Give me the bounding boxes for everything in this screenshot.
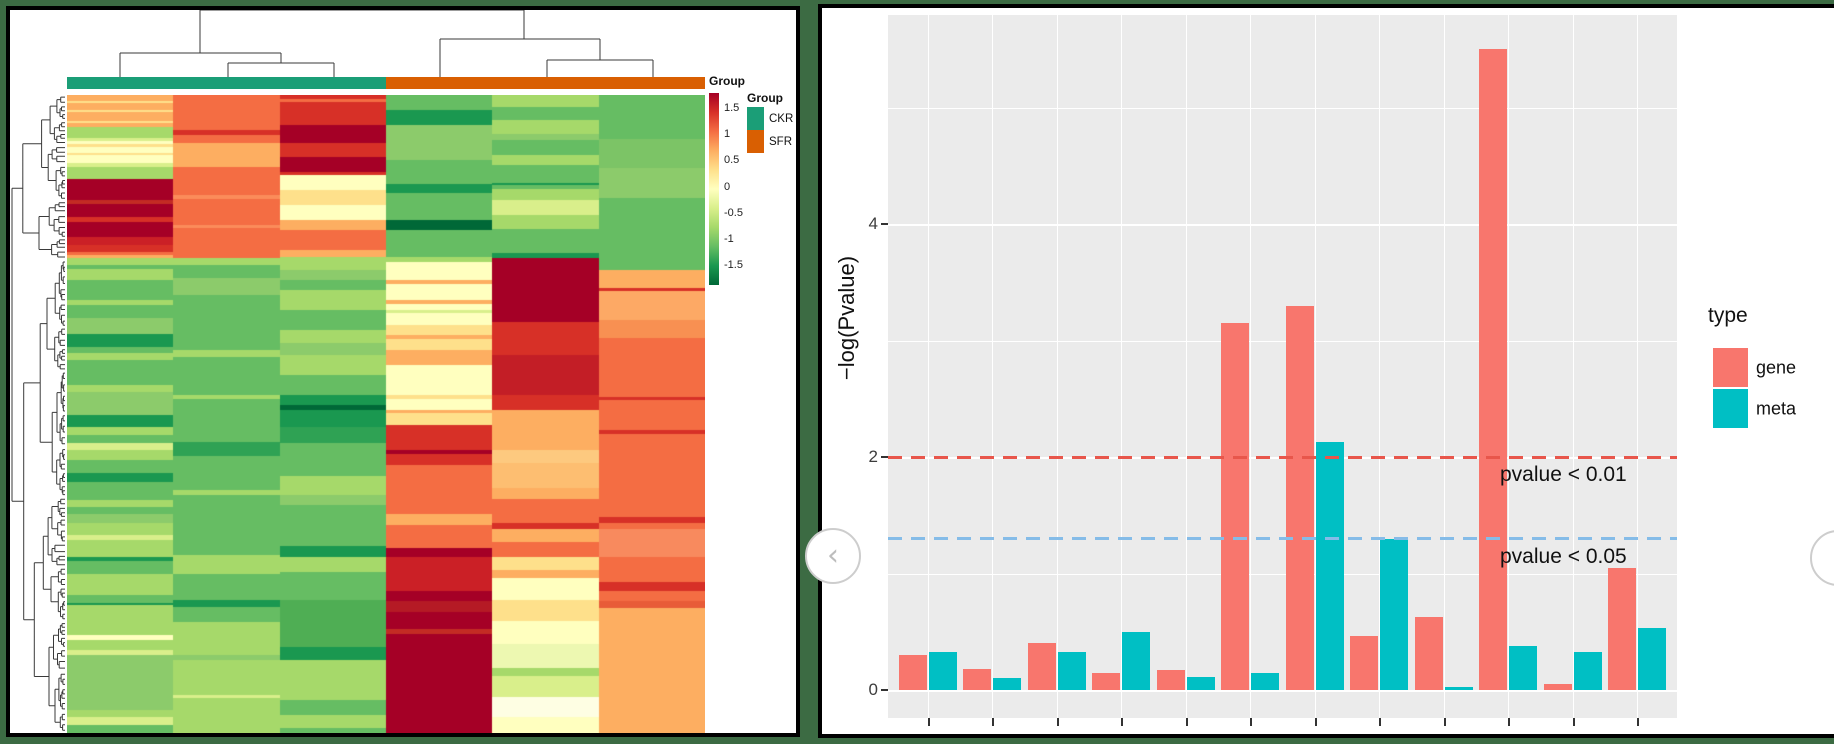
pvalue-001-threshold-line <box>888 456 1677 459</box>
type-legend-title: type <box>1708 304 1748 327</box>
meta-bar <box>1574 652 1602 690</box>
x-tick-mark <box>1057 718 1059 726</box>
colorbar-tick-label: -0.5 <box>724 207 743 219</box>
column-annotation-title: Group <box>709 74 745 88</box>
ytick-mark-2 <box>881 456 888 458</box>
color-scale-bar <box>709 93 719 285</box>
gene-color-swatch <box>1713 348 1748 387</box>
gene-bar <box>1092 673 1120 690</box>
meta-bar <box>1638 628 1666 690</box>
heatmap-panel: Group 1.5 1 0.5 0 -0.5 -1 -1.5 Group CKR SFR <box>6 6 800 737</box>
x-tick-mark <box>1186 718 1188 726</box>
pvalue-005-annotation: pvalue < 0.05 <box>1500 545 1627 568</box>
heatmap-body <box>67 95 705 733</box>
ytick-mark-4 <box>881 223 888 225</box>
x-tick-mark <box>1315 718 1317 726</box>
pvalue-005-threshold-line <box>888 537 1677 540</box>
ytick-2: 2 <box>868 447 878 466</box>
gene-bar <box>1286 306 1314 690</box>
meta-bar <box>1058 652 1086 690</box>
pvalue-001-annotation: pvalue < 0.01 <box>1500 463 1627 486</box>
colorbar-tick-label: 0 <box>724 181 731 193</box>
column-annotation-sfr <box>386 77 705 89</box>
ckr-label: CKR <box>769 113 794 125</box>
gene-bar <box>1415 617 1443 690</box>
sfr-label: SFR <box>769 136 792 148</box>
gene-bar <box>1544 684 1572 690</box>
meta-bar <box>1380 539 1408 690</box>
meta-bar <box>1251 673 1279 690</box>
meta-bar <box>1445 687 1473 690</box>
group-legend-title: Group <box>747 91 783 105</box>
meta-bar <box>1509 646 1537 690</box>
gene-bar <box>899 655 927 690</box>
carousel-prev-button[interactable]: ‹ <box>805 528 861 584</box>
meta-bar <box>1316 442 1344 690</box>
meta-color-swatch <box>1713 389 1748 428</box>
gene-bar <box>1608 568 1636 690</box>
x-tick-mark <box>1573 718 1575 726</box>
colorbar-tick-label: -1.5 <box>724 259 743 271</box>
x-tick-mark <box>1508 718 1510 726</box>
ytick-4: 4 <box>868 214 878 233</box>
column-annotation-ckr <box>67 77 386 89</box>
meta-bar <box>1187 677 1215 690</box>
ytick-0: 0 <box>868 680 878 699</box>
gene-label: gene <box>1756 357 1797 378</box>
y-axis-title: −log(Pvalue) <box>834 255 860 381</box>
dendrogram-svg <box>11 10 654 731</box>
sfr-color-swatch <box>747 130 764 153</box>
meta-bar <box>929 652 957 690</box>
x-tick-mark <box>1379 718 1381 726</box>
x-tick-mark <box>992 718 994 726</box>
gene-bar <box>1028 643 1056 690</box>
colorbar-tick-label: 1.5 <box>724 102 740 114</box>
gene-bar <box>1221 323 1249 690</box>
gene-bar <box>963 669 991 690</box>
colorbar-tick-label: 1 <box>724 128 731 140</box>
plot-panel: pvalue < 0.01 pvalue < 0.05 <box>888 15 1677 718</box>
meta-label: meta <box>1756 398 1797 419</box>
colorbar-tick-label: 0.5 <box>724 154 740 166</box>
x-tick-mark <box>1121 718 1123 726</box>
gene-bar <box>1157 670 1185 690</box>
x-tick-mark <box>928 718 930 726</box>
x-tick-mark <box>1444 718 1446 726</box>
ckr-color-swatch <box>747 107 764 130</box>
meta-bar <box>1122 632 1150 690</box>
gene-bar <box>1479 49 1507 690</box>
x-tick-mark <box>1250 718 1252 726</box>
gene-bar <box>1350 636 1378 690</box>
meta-bar <box>993 678 1021 690</box>
ytick-mark-0 <box>881 689 888 691</box>
barchart-panel: −log(Pvalue) 0 2 4 pvalue < 0.01 pvalue … <box>818 4 1834 738</box>
x-tick-mark <box>1637 718 1639 726</box>
colorbar-tick-label: -1 <box>724 233 734 245</box>
